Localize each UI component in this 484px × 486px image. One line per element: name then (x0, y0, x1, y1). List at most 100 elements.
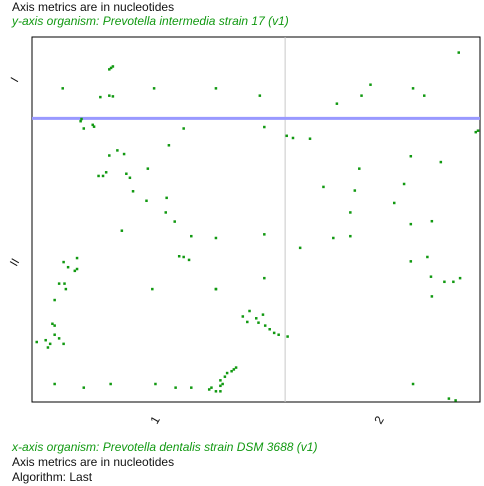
data-point (360, 94, 363, 97)
data-point (75, 267, 79, 271)
data-point (457, 51, 460, 54)
y-axis-organism: y-axis organism: Prevotella intermedia s… (12, 14, 289, 28)
data-point (225, 371, 229, 375)
x-sequence-label: 1 (147, 413, 163, 426)
data-point (263, 233, 266, 236)
data-point (187, 258, 191, 262)
data-point (35, 340, 38, 344)
data-point (122, 152, 126, 156)
data-point (62, 342, 65, 346)
data-point (44, 338, 47, 342)
data-point (392, 201, 396, 205)
data-point (286, 335, 289, 338)
data-point (174, 386, 177, 389)
data-point (108, 94, 111, 97)
data-point (246, 320, 249, 324)
data-point (409, 154, 413, 158)
data-point (285, 134, 288, 138)
y-sequence-label: II (7, 256, 22, 269)
data-point (48, 342, 52, 346)
data-point (430, 295, 434, 298)
data-point (241, 315, 245, 318)
data-point (177, 255, 181, 258)
data-point (62, 260, 65, 264)
data-point (152, 87, 156, 90)
data-point (447, 397, 451, 400)
data-point (258, 94, 262, 97)
x-sequence-label: 2 (371, 413, 387, 426)
data-point (66, 265, 70, 269)
data-point (308, 137, 312, 140)
data-point (97, 174, 100, 178)
data-point (272, 331, 276, 335)
data-point (230, 369, 233, 373)
data-point (332, 236, 335, 240)
header-metrics-note: Axis metrics are in nucleotides (12, 0, 175, 14)
x-axis-organism: x-axis organism: Prevotella dentalis str… (12, 440, 318, 454)
data-point (257, 321, 260, 324)
data-point (452, 280, 455, 284)
data-point (219, 390, 222, 393)
data-point (182, 127, 185, 130)
data-point (443, 280, 446, 284)
data-point (63, 282, 66, 285)
data-point (108, 68, 111, 71)
data-point (109, 66, 113, 70)
data-point (108, 154, 111, 157)
data-point (214, 287, 218, 291)
data-point (82, 127, 86, 130)
data-point (167, 144, 171, 147)
data-point (349, 211, 352, 214)
data-point (109, 382, 112, 386)
data-point (79, 119, 82, 123)
data-point (182, 255, 185, 259)
data-point (64, 287, 68, 291)
data-point (234, 366, 238, 369)
data-point (430, 219, 434, 223)
data-point (277, 333, 280, 336)
data-point (358, 167, 361, 170)
data-point (223, 375, 227, 378)
data-point (429, 275, 433, 278)
data-point (190, 386, 193, 389)
plot-frame (31, 36, 481, 403)
data-point (349, 234, 352, 238)
data-point (145, 199, 148, 203)
data-point (263, 324, 267, 327)
data-point (458, 276, 462, 280)
data-point (454, 399, 457, 402)
data-point (91, 123, 94, 127)
data-point (298, 246, 302, 250)
data-point (409, 260, 413, 263)
data-point (57, 282, 61, 285)
data-point (268, 328, 271, 331)
data-point (207, 388, 211, 391)
footer-metrics-note: Axis metrics are in nucleotides (12, 455, 175, 469)
data-point (53, 382, 56, 386)
data-point (409, 222, 413, 226)
data-point (214, 87, 218, 90)
data-point (151, 287, 154, 291)
data-point (411, 382, 415, 386)
data-point (411, 87, 415, 90)
data-point (263, 276, 266, 280)
data-point (51, 322, 54, 326)
data-point (219, 379, 222, 382)
data-point (263, 125, 266, 129)
data-point (80, 117, 83, 121)
data-point (214, 236, 218, 240)
data-point (92, 125, 96, 128)
data-point (53, 333, 56, 336)
data-point (439, 160, 443, 164)
data-point (214, 390, 218, 393)
data-point (221, 382, 224, 386)
data-point (75, 256, 79, 260)
data-point (53, 298, 56, 302)
data-point (173, 220, 176, 223)
data-point (219, 384, 222, 388)
data-point (476, 129, 480, 132)
data-point (101, 174, 105, 178)
data-point (353, 189, 357, 192)
data-point (164, 211, 168, 214)
